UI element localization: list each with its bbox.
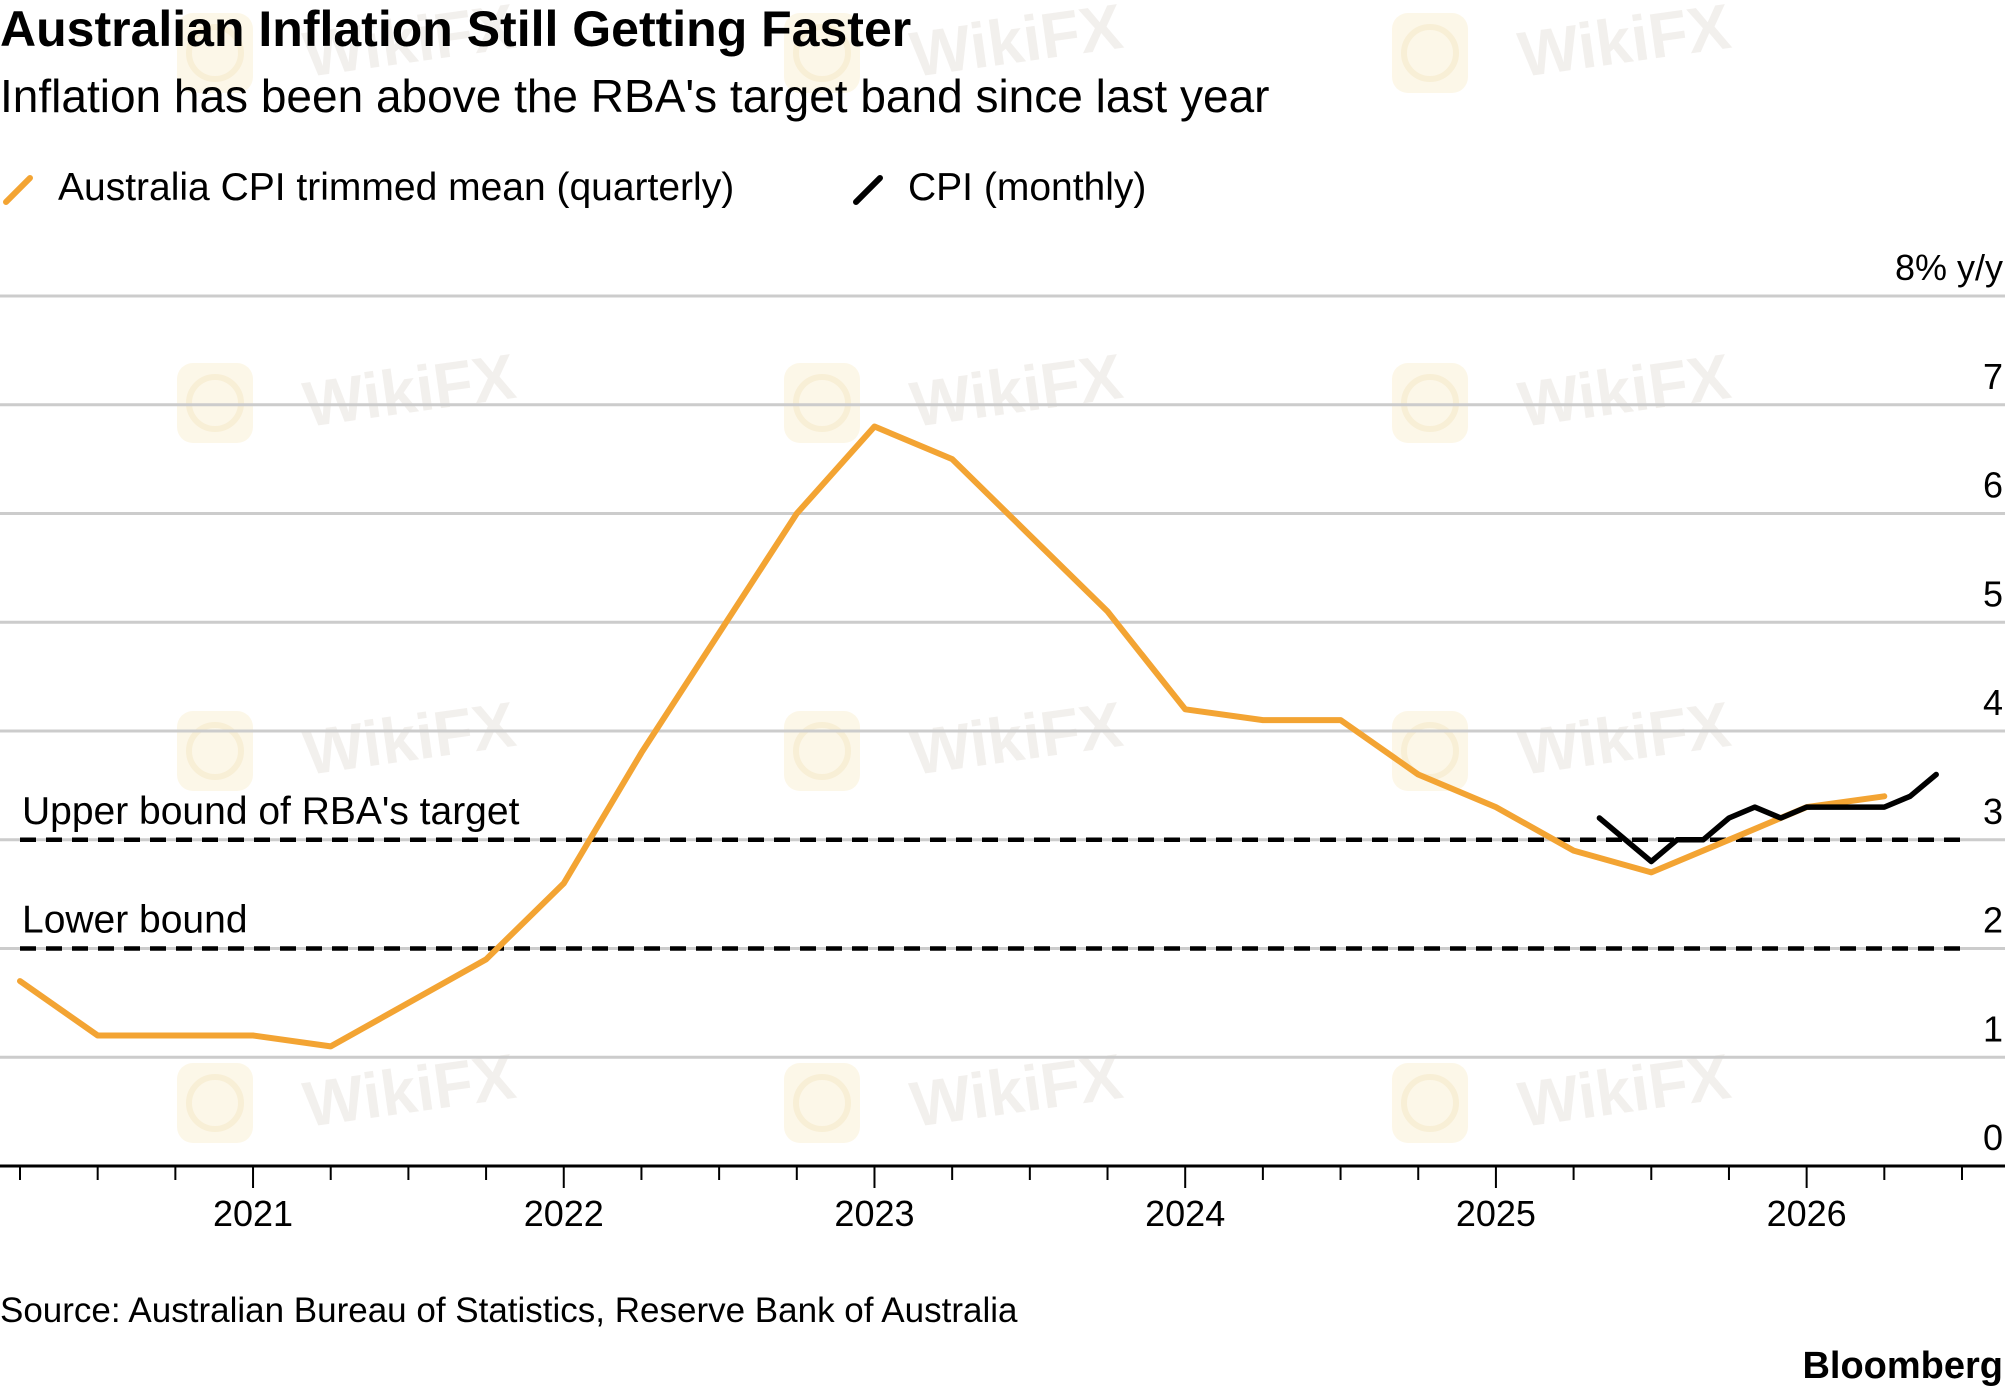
reference-label-0: Upper bound of RBA's target <box>22 790 520 833</box>
y-tick-label-7: 7 <box>1983 356 2003 397</box>
watermark-3-0: WikiFX <box>177 1040 520 1143</box>
chart-title: Australian Inflation Still Getting Faste… <box>0 1 911 57</box>
watermark-logo-ring <box>793 1074 851 1132</box>
watermark-2-1: WikiFX <box>784 688 1127 791</box>
watermark-text: WikiFX <box>906 1040 1127 1141</box>
x-tick-label-2021: 2021 <box>213 1193 293 1234</box>
watermark-logo-ring <box>1401 374 1459 432</box>
legend-swatch-trimmed-mean <box>3 175 33 205</box>
watermark-3-2: WikiFX <box>1392 1040 1735 1143</box>
y-axis-labels: 0 1 2 3 4 5 6 7 8% y/y <box>1895 247 2003 1158</box>
watermark-logo-ring <box>186 1074 244 1132</box>
watermark-2-0: WikiFX <box>177 688 520 791</box>
watermark-text: WikiFX <box>299 340 520 441</box>
x-tick-label-2022: 2022 <box>524 1193 604 1234</box>
series-layer <box>17 423 1939 1050</box>
watermark-text: WikiFX <box>299 1040 520 1141</box>
watermark-logo-ring <box>1401 24 1459 82</box>
reference-label-1: Lower bound <box>22 899 248 942</box>
x-tick-label-2026: 2026 <box>1767 1193 1847 1234</box>
watermark-logo-ring <box>186 722 244 780</box>
watermark-1-2: WikiFX <box>1392 340 1735 443</box>
y-tick-label-6: 6 <box>1983 465 2003 506</box>
y-tick-label-4: 4 <box>1983 682 2003 723</box>
x-tick-label-2023: 2023 <box>834 1193 914 1234</box>
watermark-text: WikiFX <box>299 688 520 789</box>
watermark-text: WikiFX <box>906 688 1127 789</box>
y-tick-label-2: 2 <box>1983 900 2003 941</box>
watermark-text: WikiFX <box>1514 340 1735 441</box>
legend: Australia CPI trimmed mean (quarterly) C… <box>3 166 1146 209</box>
watermark-0-2: WikiFX <box>1392 0 1735 93</box>
x-tick-label-2025: 2025 <box>1456 1193 1536 1234</box>
legend-swatch-cpi-monthly <box>853 175 883 205</box>
y-tick-label-3: 3 <box>1983 791 2003 832</box>
watermark-3-1: WikiFX <box>784 1040 1127 1143</box>
x-axis: 2021 2022 2023 2024 2025 2026 <box>0 1164 2005 1234</box>
y-tick-label-1: 1 <box>1983 1008 2003 1049</box>
watermark-text: WikiFX <box>906 340 1127 441</box>
y-tick-label-0: 0 <box>1983 1117 2003 1158</box>
watermark-text: WikiFX <box>1514 0 1735 91</box>
bloomberg-logo: Bloomberg <box>1802 1345 2003 1387</box>
series-line-1 <box>1596 771 1939 865</box>
watermark-logo-ring <box>186 374 244 432</box>
watermark-1-0: WikiFX <box>177 340 520 443</box>
watermark-text: WikiFX <box>1514 688 1735 789</box>
watermark-logo-ring <box>1401 1074 1459 1132</box>
watermark-text: WikiFX <box>1514 1040 1735 1141</box>
x-tick-label-2024: 2024 <box>1145 1193 1225 1234</box>
legend-label-cpi-monthly: CPI (monthly) <box>908 166 1146 209</box>
watermark-logo-ring <box>186 24 244 82</box>
watermark-logo-ring <box>793 374 851 432</box>
y-tick-label-8: 8% y/y <box>1895 247 2003 288</box>
reference-lines: Upper bound of RBA's target Lower bound <box>20 790 1962 951</box>
source-note: Source: Australian Bureau of Statistics,… <box>0 1291 1018 1330</box>
legend-label-trimmed-mean: Australia CPI trimmed mean (quarterly) <box>58 166 734 209</box>
watermark-1-1: WikiFX <box>784 340 1127 443</box>
watermark-2-2: WikiFX <box>1392 688 1735 791</box>
chart-subtitle: Inflation has been above the RBA's targe… <box>0 70 1269 122</box>
watermark-logo-ring <box>793 24 851 82</box>
watermark-logo-ring <box>793 722 851 780</box>
y-tick-label-5: 5 <box>1983 573 2003 614</box>
